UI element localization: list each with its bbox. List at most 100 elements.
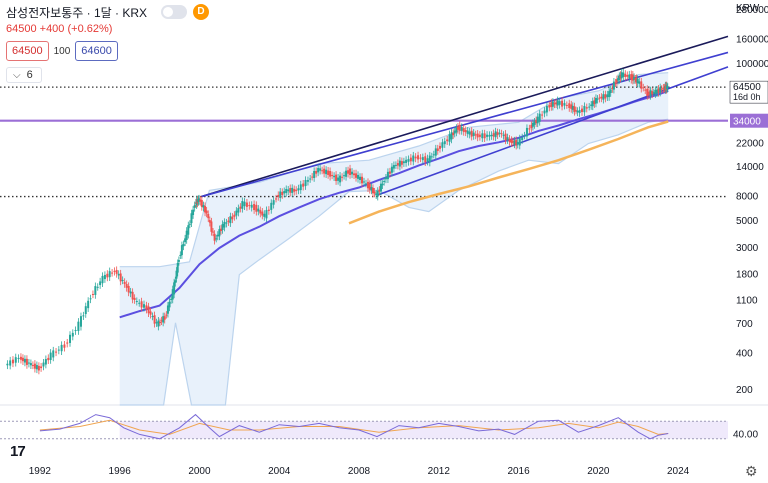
candle-body	[609, 89, 612, 93]
candle-body	[176, 263, 179, 273]
candle-body	[218, 229, 221, 237]
rsi-signal-line	[39, 419, 669, 435]
candle-body	[347, 170, 350, 174]
candle-body	[40, 366, 43, 369]
candle-body	[390, 166, 393, 173]
candle-body	[652, 92, 655, 94]
candle-body	[55, 351, 58, 353]
candle-body	[171, 289, 174, 300]
candle-body	[536, 116, 539, 124]
candle-body	[63, 344, 66, 348]
candle-body	[192, 209, 195, 216]
candle-body	[147, 306, 150, 314]
candle-body	[474, 134, 477, 136]
rsi-panel	[0, 404, 768, 440]
candle-body	[315, 170, 318, 174]
candle-body	[188, 223, 191, 225]
candle-body	[237, 208, 240, 213]
candle-body	[496, 132, 499, 136]
indicators-toggle[interactable]: ⌵ 6	[6, 67, 42, 83]
candle-body	[400, 161, 403, 165]
candle-body	[151, 316, 154, 318]
candle-body	[612, 81, 615, 90]
candle-body	[620, 72, 623, 79]
indicator-count: 6	[26, 69, 33, 81]
candle-body	[243, 201, 246, 207]
candle-body	[666, 86, 669, 88]
candle-body	[293, 189, 296, 192]
currency-label[interactable]: KRW	[736, 3, 760, 14]
candle-body	[646, 88, 649, 96]
x-tick-label: 2020	[587, 466, 610, 477]
candle-body	[359, 176, 362, 180]
candle-body	[233, 214, 236, 217]
candle-body	[419, 157, 422, 159]
candle-body	[168, 301, 171, 308]
candle-body	[180, 245, 183, 256]
candle-body	[575, 110, 578, 112]
price-change: 64500 +400 (+0.62%)	[6, 23, 113, 35]
candle-body	[140, 301, 143, 308]
candle-body	[618, 75, 621, 81]
candle-body	[166, 305, 169, 314]
tradingview-logo-icon[interactable]: 17	[10, 443, 26, 460]
candle-body	[381, 183, 384, 186]
candle-body	[430, 156, 433, 158]
candle-body	[174, 280, 177, 283]
candle-body	[593, 100, 596, 105]
candle-body	[379, 183, 382, 192]
candle-body	[585, 107, 588, 109]
gear-icon[interactable]: ⚙	[745, 463, 758, 479]
candle-body	[602, 94, 605, 100]
candle-body	[533, 121, 536, 125]
candle-body	[551, 101, 554, 107]
candle-body	[615, 79, 618, 83]
candle-body	[619, 74, 622, 79]
trend-channel	[201, 35, 729, 198]
x-tick-label: 2008	[348, 466, 371, 477]
toggle-switch[interactable]	[161, 5, 187, 19]
candle-body	[644, 89, 647, 91]
candle-body	[576, 110, 579, 113]
candle-body	[583, 105, 586, 113]
candle-body	[248, 205, 251, 207]
rsi-line	[39, 413, 669, 440]
candle-body	[550, 102, 553, 107]
chart-header: 삼성전자보통주 · 1달 · KRX D 64500 +400 (+0.62%)…	[6, 4, 209, 83]
candle-body	[490, 134, 493, 137]
symbol-title[interactable]: 삼성전자보통주 · 1달 · KRX	[6, 5, 147, 20]
candle-body	[327, 170, 330, 175]
d-badge[interactable]: D	[193, 4, 209, 20]
candle-body	[378, 189, 381, 192]
y-tick-label: 3000	[736, 243, 759, 254]
candle-body	[113, 270, 116, 272]
candle-body	[421, 157, 424, 161]
candle-body	[299, 184, 302, 191]
candle-body	[216, 234, 219, 237]
sell-button[interactable]: 64500	[6, 41, 49, 61]
candle-body	[304, 179, 307, 187]
candle-body	[257, 208, 260, 212]
candle-body	[202, 205, 205, 208]
candle-body	[506, 137, 509, 141]
candle-body	[329, 170, 332, 177]
candle-body	[660, 88, 663, 90]
candle-body	[25, 358, 28, 365]
buy-button[interactable]: 64600	[75, 41, 118, 61]
candle-body	[468, 131, 471, 135]
candle-body	[394, 164, 397, 166]
candle-body	[633, 76, 636, 80]
candle-body	[636, 78, 639, 84]
candle-body	[450, 132, 453, 140]
candle-body	[267, 209, 270, 211]
candle-body	[628, 74, 631, 79]
candle-body	[500, 133, 503, 135]
candle-body	[285, 189, 288, 193]
candle-body	[265, 210, 268, 219]
candle-body	[571, 105, 574, 110]
y-tick-label: 22000	[736, 139, 764, 150]
candle-body	[659, 87, 662, 93]
candle-body	[21, 357, 24, 362]
